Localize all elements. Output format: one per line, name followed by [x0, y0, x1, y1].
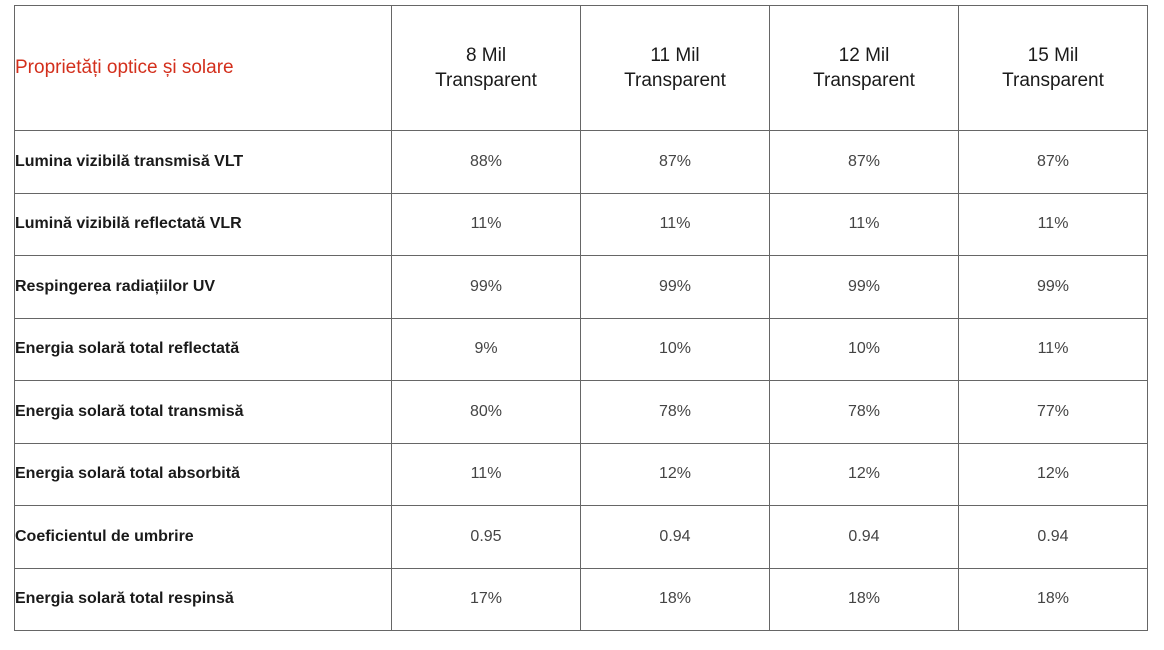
row-label: Energia solară total reflectată: [14, 317, 392, 381]
row-label: Energia solară total respinsă: [14, 567, 392, 631]
table-cell: 11%: [769, 192, 959, 256]
column-header-type: Transparent: [813, 70, 915, 91]
table-cell: 17%: [391, 567, 581, 631]
table-cell: 9%: [391, 317, 581, 381]
table-cell: 87%: [769, 130, 959, 194]
table-cell: 11%: [958, 192, 1148, 256]
column-header-thickness: 11 Mil: [650, 45, 700, 66]
row-label: Lumină vizibilă reflectată VLR: [14, 192, 392, 256]
table-cell: 0.95: [391, 505, 581, 569]
table-cell: 99%: [958, 255, 1148, 319]
table-cell: 18%: [958, 567, 1148, 631]
column-header-thickness: 15 Mil: [1027, 45, 1079, 66]
table-row: Lumină vizibilă reflectată VLR 11% 11% 1…: [14, 192, 1148, 256]
column-header-8-mil: 8 Mil Transparent: [391, 5, 581, 131]
column-header-11-mil: 11 Mil Transparent: [580, 5, 770, 131]
table-cell: 88%: [391, 130, 581, 194]
row-label: Respingerea radiațiilor UV: [14, 255, 392, 319]
table-row: Lumina vizibilă transmisă VLT 88% 87% 87…: [14, 130, 1148, 194]
header-row: Proprietăți optice și solare 8 Mil Trans…: [14, 5, 1148, 131]
row-label: Energia solară total transmisă: [14, 380, 392, 444]
table-cell: 11%: [391, 442, 581, 506]
table-cell: 12%: [769, 442, 959, 506]
table-cell: 78%: [769, 380, 959, 444]
table-cell: 87%: [580, 130, 770, 194]
column-header-thickness: 12 Mil: [838, 45, 890, 66]
table-row: Energia solară total respinsă 17% 18% 18…: [14, 567, 1148, 631]
table-cell: 0.94: [580, 505, 770, 569]
table-cell: 11%: [958, 317, 1148, 381]
table-row: Respingerea radiațiilor UV 99% 99% 99% 9…: [14, 255, 1148, 319]
row-label: Lumina vizibilă transmisă VLT: [14, 130, 392, 194]
table-cell: 12%: [580, 442, 770, 506]
table-cell: 0.94: [958, 505, 1148, 569]
column-header-15-mil: 15 Mil Transparent: [958, 5, 1148, 131]
table-cell: 87%: [958, 130, 1148, 194]
column-header-thickness: 8 Mil: [465, 45, 507, 66]
table-cell: 18%: [580, 567, 770, 631]
table-title: Proprietăți optice și solare: [14, 5, 392, 131]
table-cell: 99%: [580, 255, 770, 319]
column-header-12-mil: 12 Mil Transparent: [769, 5, 959, 131]
table-cell: 99%: [769, 255, 959, 319]
table-cell: 12%: [958, 442, 1148, 506]
table-row: Energia solară total absorbită 11% 12% 1…: [14, 442, 1148, 506]
column-header-type: Transparent: [624, 70, 726, 91]
table-row: Energia solară total transmisă 80% 78% 7…: [14, 380, 1148, 444]
table-cell: 99%: [391, 255, 581, 319]
table-cell: 18%: [769, 567, 959, 631]
table-cell: 10%: [580, 317, 770, 381]
properties-table: Proprietăți optice și solare 8 Mil Trans…: [14, 5, 1148, 631]
row-label: Coeficientul de umbrire: [14, 505, 392, 569]
table-cell: 11%: [391, 192, 581, 256]
table-cell: 0.94: [769, 505, 959, 569]
column-header-type: Transparent: [1002, 70, 1104, 91]
row-label: Energia solară total absorbită: [14, 442, 392, 506]
table-cell: 11%: [580, 192, 770, 256]
table-cell: 78%: [580, 380, 770, 444]
column-header-type: Transparent: [435, 70, 537, 91]
table-row: Energia solară total reflectată 9% 10% 1…: [14, 317, 1148, 381]
table-cell: 80%: [391, 380, 581, 444]
table-cell: 77%: [958, 380, 1148, 444]
table-cell: 10%: [769, 317, 959, 381]
table-row: Coeficientul de umbrire 0.95 0.94 0.94 0…: [14, 505, 1148, 569]
